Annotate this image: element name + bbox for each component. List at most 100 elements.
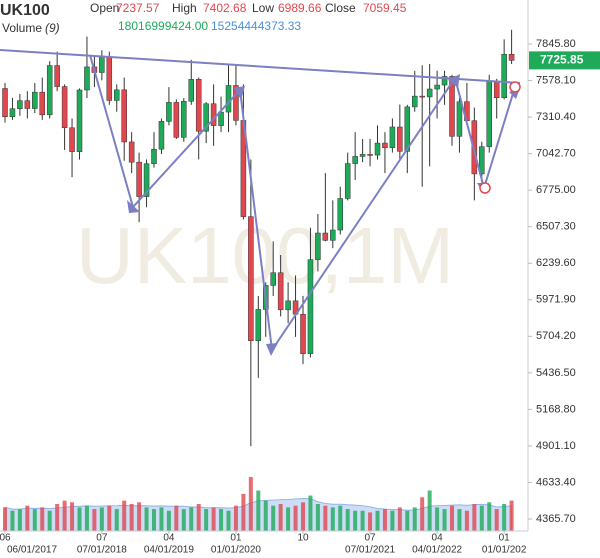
volume-bar: [390, 510, 395, 531]
value: 15254444373.33: [211, 19, 301, 33]
x-date-label: 04/01/2022: [412, 545, 462, 556]
marker: [479, 182, 491, 194]
candle-body: [166, 102, 172, 122]
y-tick-label: 7845.80: [536, 38, 576, 50]
candle-body: [210, 103, 217, 126]
y-tick-label: 7310.40: [536, 111, 576, 123]
x-tick-label: 07: [364, 533, 376, 544]
x-tick-label: 06: [0, 533, 11, 544]
volume-bar: [144, 507, 149, 531]
candle-body: [441, 76, 448, 86]
candle-body: [233, 85, 239, 121]
candle-body: [114, 89, 120, 101]
volume-bar: [256, 490, 261, 531]
x-date-label: 07/01/2018: [77, 545, 127, 556]
candle-body: [17, 100, 23, 109]
x-tick-label: 04: [163, 533, 175, 544]
volume-bar: [412, 507, 417, 531]
volume-bar: [92, 509, 97, 531]
y-tick-label: 6507.30: [536, 221, 576, 233]
axes: 7845.80 7578.10 7310.40 7042.70 6775.00 6507.…: [0, 38, 600, 556]
label: (9): [45, 21, 60, 35]
candle-body: [121, 89, 127, 143]
candle-body: [188, 79, 194, 102]
volume-bar: [55, 504, 60, 531]
x-tick-label: 01: [230, 533, 242, 544]
volume-bar: [301, 502, 305, 531]
candle-body: [359, 154, 366, 157]
candle-body: [493, 80, 500, 99]
candle-body: [195, 79, 202, 132]
y-tick-label: 5704.20: [536, 330, 576, 342]
candle-body: [404, 106, 411, 152]
volume-bar: [189, 507, 194, 531]
x-tick-label: 10: [297, 533, 309, 544]
candle-body: [248, 216, 254, 341]
label: Close: [325, 1, 356, 15]
y-tick-label: 4633.40: [536, 476, 576, 488]
volume-bar: [166, 510, 171, 531]
x-tick-label: 04: [432, 533, 444, 544]
volume-bar: [323, 505, 328, 531]
candle-body: [173, 102, 180, 138]
volume-bar: [226, 510, 231, 531]
candle-body: [382, 142, 388, 148]
volume-bar: [494, 509, 499, 531]
volume-bar: [10, 510, 15, 531]
candle-body: [479, 146, 485, 175]
label: Low: [252, 1, 274, 15]
candle-body: [143, 163, 150, 197]
x-date-label: 04/01/2019: [144, 545, 194, 556]
candle-body: [2, 88, 8, 117]
candle-body: [337, 198, 343, 231]
label: Open: [90, 1, 119, 15]
y-tick-label: 5436.50: [536, 367, 576, 379]
candle-body: [9, 108, 16, 117]
x-date-label: 01/01/202: [482, 545, 527, 556]
volume-bar: [107, 505, 112, 531]
volume-bar: [152, 509, 156, 531]
y-tick-label: 4901.10: [536, 440, 576, 452]
volume-bar: [487, 502, 492, 531]
y-tick-label: 6775.00: [536, 184, 576, 196]
symbol: UK100: [0, 2, 50, 19]
candle-body: [501, 53, 507, 99]
candle-body: [374, 142, 381, 156]
candle-body: [255, 309, 262, 341]
volume-bar: [47, 510, 52, 531]
label: High: [172, 1, 197, 15]
candle-body: [471, 120, 478, 175]
pattern-drawing: [0, 49, 521, 356]
volume-bar: [40, 507, 45, 531]
candle-body: [449, 76, 455, 137]
volume-bar: [420, 497, 425, 531]
arrow-head: [448, 74, 460, 88]
volume-bar: [196, 504, 201, 531]
y-tick-label: 4365.70: [536, 513, 576, 525]
y-tick-label: 5971.90: [536, 294, 576, 306]
candle-body: [322, 232, 329, 241]
volume-bar: [17, 509, 22, 531]
candle-body: [285, 300, 291, 311]
y-tick-label: 7042.70: [536, 148, 576, 160]
volume-bar: [25, 505, 30, 531]
candle-body: [344, 163, 351, 199]
volume-bar: [308, 495, 313, 531]
candle-body: [24, 100, 31, 109]
volume-bar: [360, 510, 365, 531]
volume-bar: [114, 509, 119, 531]
volume-bar: [233, 505, 238, 531]
value: 7237.57: [116, 1, 160, 15]
volume-bar: [338, 505, 343, 531]
x-date-label: 01/01/2020: [211, 545, 261, 556]
volume-bar: [345, 509, 350, 531]
candle-body: [300, 313, 306, 354]
candle-body: [32, 91, 38, 109]
volume-bar: [263, 500, 268, 531]
volume-bar: [382, 509, 387, 531]
candle-body: [426, 88, 433, 98]
volume-bar: [435, 507, 440, 531]
candle-body: [69, 127, 75, 152]
candle-body: [61, 86, 68, 129]
volume-bar: [174, 505, 179, 531]
